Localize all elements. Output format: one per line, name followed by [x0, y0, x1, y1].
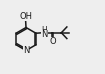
Text: O: O — [49, 37, 56, 46]
Text: N: N — [23, 46, 29, 55]
Text: H: H — [41, 26, 47, 35]
Text: OH: OH — [19, 12, 32, 21]
Text: N: N — [41, 30, 47, 39]
